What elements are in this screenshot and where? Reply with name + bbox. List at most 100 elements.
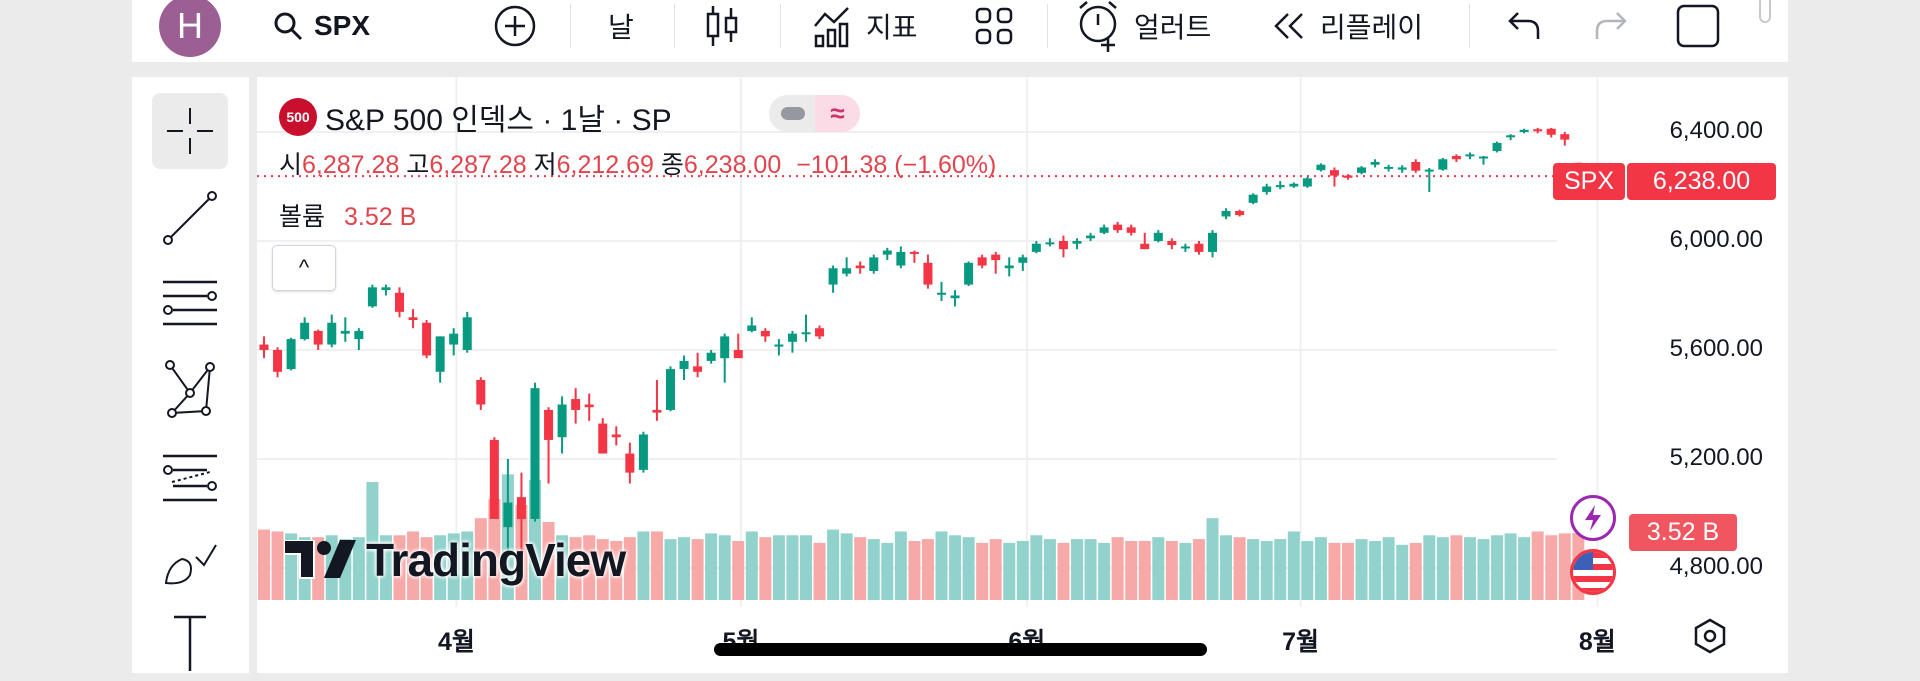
volume-bar [258,529,270,600]
volume-bar [786,535,799,600]
pattern-tool[interactable] [152,351,228,427]
volume-bar [542,521,555,600]
candle-body [557,404,567,438]
user-avatar[interactable]: H [159,0,221,57]
candle-body [1370,161,1380,165]
candle-body [1235,211,1245,216]
volume-bar [610,540,623,600]
candle-body [882,250,892,255]
add-symbol-button[interactable] [493,0,537,52]
plus-circle-icon [494,5,536,47]
text-tool[interactable] [152,605,228,681]
volume-bar [1274,539,1287,600]
replay-button[interactable]: 리플레이 [1272,0,1423,52]
chart-type-button[interactable] [704,0,740,52]
brush-tool[interactable] [152,525,228,601]
candle-body [1533,129,1543,132]
candle-body [598,423,608,454]
candle-body [625,453,635,473]
legend-toggle[interactable]: ≈ [769,95,860,132]
candle-body [1302,178,1312,187]
volume-bar [1491,535,1504,600]
volume-bar [556,535,569,600]
minus-icon [781,107,805,120]
volume-bar [1382,537,1395,600]
candle-body [327,322,337,345]
symbol-label: SPX [314,10,371,41]
more-icon[interactable] [1758,0,1772,40]
candle-body [733,350,743,359]
undo-button[interactable] [1506,0,1542,52]
brush-icon [164,544,217,585]
divider [780,4,781,48]
symbol-title: S&P 500 인덱스 · 1날 · SP [325,104,672,137]
candle-body [977,257,987,266]
lightning-icon[interactable] [1570,495,1616,541]
home-indicator[interactable] [714,643,1207,656]
candle-body [666,369,675,410]
volume-bar [745,531,758,600]
interval-button[interactable]: 날 [608,0,634,52]
candle-body [815,328,825,337]
volume-bar [772,535,785,600]
candle-body [300,322,310,340]
volume-legend: 볼륨 3.52 B [279,197,416,233]
undo-icon [1508,12,1540,39]
volume-bar [434,535,447,600]
trend-line-icon [163,191,217,245]
symbol-legend[interactable]: 500 S&P 500 인덱스 · 1날 · SP [279,95,672,139]
us-flag-icon[interactable] [1570,549,1616,595]
approx-icon: ≈ [815,95,860,132]
top-toolbar: H SPX 날 지표 얼러트 리플레이 [132,0,1788,62]
trend-line-tool[interactable] [152,180,228,256]
candle-body [1492,142,1502,152]
candle-body [584,404,594,408]
fullscreen-button[interactable] [1675,0,1721,52]
xabcd-pattern-icon [165,360,215,418]
candle-body [395,292,404,312]
divider [570,4,571,48]
volume-label: 볼륨 [279,203,326,231]
layouts-button[interactable] [974,0,1014,52]
candle-body [422,322,432,356]
candle-body [1519,129,1529,132]
candle-body [1424,169,1434,172]
price-chart[interactable] [257,77,1788,673]
alarm-clock-icon [1079,1,1117,52]
open-value: 6,287.28 [302,151,400,179]
volume-bar [488,499,501,600]
crosshair-tool[interactable] [152,93,228,169]
candle-body [1506,135,1516,138]
indicators-button[interactable]: 지표 [812,0,918,52]
divider [1469,4,1470,48]
prediction-icon [163,454,217,502]
candle-body [313,330,323,345]
volume-bar [1125,540,1138,600]
symbol-search-button[interactable]: SPX [272,0,370,52]
candle-body [1343,175,1353,178]
volume-bar [1043,539,1056,600]
candle-body [869,257,879,271]
volume-bar [271,531,284,600]
volume-value: 3.52 B [343,203,417,231]
volume-bar [1098,542,1111,600]
candle-body [273,350,283,372]
collapse-legend-button[interactable]: ^ [272,245,336,291]
volume-bar [1287,531,1300,600]
volume-bar [596,539,609,600]
chart-settings-button[interactable] [1693,618,1727,659]
candle-body [1560,134,1570,140]
candle-body [1451,155,1461,160]
forecast-tool[interactable] [152,440,228,516]
chart-panel[interactable]: TradingView 500 S&P 500 인덱스 · 1날 · SP ≈ … [257,77,1788,673]
chevron-up-icon: ^ [298,255,310,280]
redo-button[interactable] [1593,0,1629,52]
fib-retracement-tool[interactable] [152,266,228,342]
price-axis-label: 5,200.00 [1669,444,1763,471]
volume-bar [840,533,853,600]
price-axis-label: 6,400.00 [1669,117,1763,144]
alert-button[interactable]: 얼러트 [1076,0,1211,52]
volume-bar [813,542,826,600]
volume-bar [420,537,433,600]
volume-bar [908,540,921,600]
